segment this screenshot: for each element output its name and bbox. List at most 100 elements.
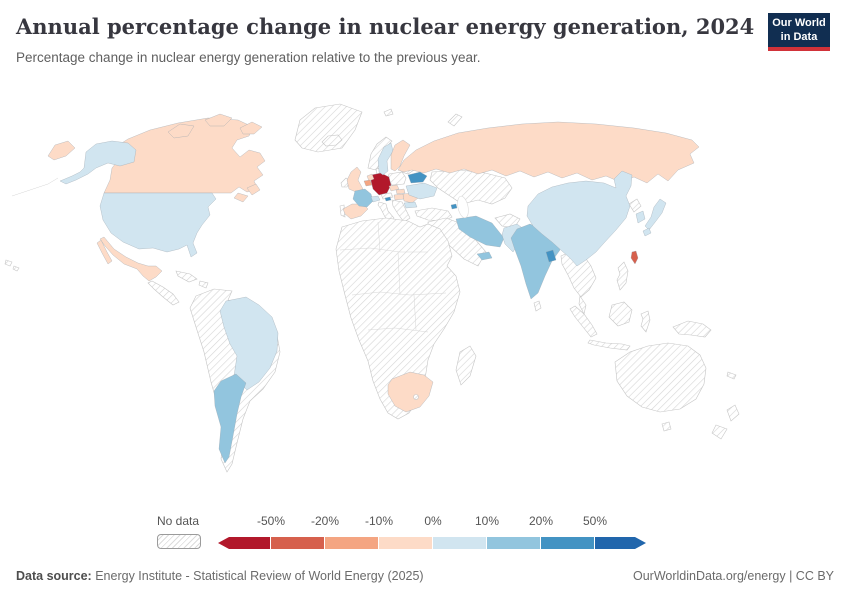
landmass-sumatra — [569, 305, 598, 338]
country-germany[interactable] — [370, 172, 392, 196]
country-russia-chukotka[interactable] — [47, 140, 76, 161]
legend-colorbar — [218, 537, 646, 549]
landmass-central-asia — [429, 169, 513, 205]
landmass-new-caledonia — [726, 371, 737, 380]
landmass-north-korea — [628, 198, 642, 213]
legend-color-segment[interactable] — [541, 537, 595, 549]
country-belarus[interactable] — [407, 171, 428, 184]
legend-color-segment[interactable] — [379, 537, 433, 549]
country-south-korea[interactable] — [635, 210, 646, 224]
chart-footer: Data source: Energy Institute - Statisti… — [16, 569, 834, 583]
legend-tick-label: -10% — [364, 514, 394, 528]
colored-countries — [47, 113, 700, 464]
landmass-iceland — [321, 134, 343, 147]
country-japan-south[interactable] — [642, 227, 652, 237]
country-czechia[interactable] — [388, 184, 400, 192]
country-south-africa[interactable] — [387, 371, 434, 413]
landmass-portugal — [339, 204, 346, 218]
landmass-nz-south — [711, 424, 728, 440]
country-switzerland[interactable] — [370, 195, 381, 203]
legend-tick-label: 20% — [528, 514, 554, 528]
logo-line1: Our World — [772, 16, 826, 29]
country-france[interactable] — [352, 188, 374, 208]
legend-no-data-label: No data — [156, 514, 200, 528]
landmass-java — [587, 339, 631, 351]
page-subtitle: Percentage change in nuclear energy gene… — [16, 50, 481, 65]
footer-link[interactable]: OurWorldinData.org/energy | CC BY — [632, 569, 834, 583]
country-argentina[interactable] — [213, 373, 247, 464]
legend-tick-label: -50% — [256, 514, 286, 528]
country-mexico[interactable] — [99, 236, 163, 282]
country-belgium[interactable] — [363, 179, 373, 187]
legend-color-segment[interactable] — [433, 537, 487, 549]
logo-line2: in Data — [780, 31, 818, 43]
country-mexico-baja[interactable] — [96, 239, 113, 265]
country-taiwan[interactable] — [630, 250, 639, 265]
caspian-sea — [457, 195, 469, 219]
country-netherlands[interactable] — [366, 173, 375, 182]
country-armenia[interactable] — [450, 203, 458, 210]
country-canada-arctic-2[interactable] — [204, 113, 233, 127]
landmass-hispaniola — [198, 280, 209, 289]
country-russia[interactable] — [397, 121, 700, 184]
no-data-landmasses — [4, 103, 740, 473]
landmass-novaya-zemlya — [447, 113, 463, 127]
page-title: Annual percentage change in nuclear ener… — [16, 14, 755, 39]
country-bulgaria[interactable] — [403, 201, 418, 209]
country-slovakia[interactable] — [395, 188, 406, 195]
country-uk[interactable] — [346, 166, 364, 193]
country-uae[interactable] — [476, 251, 493, 261]
legend-tick-label: 0% — [424, 514, 442, 528]
landmass-africa — [335, 217, 461, 420]
landmass-central-america — [147, 280, 180, 306]
landmass-australia — [614, 342, 707, 413]
country-finland[interactable] — [390, 139, 411, 172]
landmass-sulawesi — [640, 310, 651, 333]
landmass-nz-north — [726, 404, 740, 422]
country-iran[interactable] — [455, 215, 505, 248]
data-source-text: Energy Institute - Statistical Review of… — [91, 569, 424, 583]
landmass-balkans — [391, 199, 411, 223]
landmass-sri-lanka — [533, 300, 542, 312]
legend-tick-label: -20% — [310, 514, 340, 528]
country-japan[interactable] — [644, 198, 667, 231]
country-lesotho — [413, 394, 419, 400]
country-brazil[interactable] — [219, 296, 279, 391]
legend-color-segment[interactable] — [595, 537, 646, 549]
country-canada-maritimes[interactable] — [233, 192, 249, 203]
legend-color-segment[interactable] — [325, 537, 379, 549]
data-source-line: Data source: Energy Institute - Statisti… — [16, 569, 424, 583]
country-canada-newfoundland[interactable] — [246, 183, 261, 196]
country-ukraine[interactable] — [405, 182, 438, 200]
landmass-madagascar — [455, 345, 477, 386]
legend-tick-label: 50% — [582, 514, 608, 528]
country-canada-arctic-3[interactable] — [239, 121, 263, 135]
country-usa[interactable] — [99, 192, 217, 258]
country-bangladesh[interactable] — [545, 249, 557, 263]
landmass-cuba — [175, 270, 198, 283]
landmass-norway — [367, 136, 393, 171]
country-usa-alaska[interactable] — [59, 140, 137, 185]
owid-logo[interactable]: Our World in Data — [768, 13, 830, 51]
legend-tick-label: 10% — [474, 514, 500, 528]
legend-no-data-swatch[interactable] — [157, 534, 201, 549]
landmass-tasmania — [661, 421, 672, 432]
legend-color-segment[interactable] — [487, 537, 541, 549]
landmass-afghanistan — [494, 213, 521, 229]
landmass-svalbard — [383, 108, 394, 117]
landmass-hawaii-1 — [4, 259, 13, 267]
country-china[interactable] — [526, 170, 633, 267]
landmass-hawaii-2 — [12, 265, 20, 272]
landmass-new-guinea — [672, 320, 712, 338]
country-hungary[interactable] — [393, 193, 405, 201]
legend-color-segment[interactable] — [218, 537, 271, 549]
map-legend: No data -50% -20% -10% 0% 10% 20% 50% — [0, 510, 850, 558]
map-decorations — [11, 177, 469, 400]
country-slovenia[interactable] — [384, 196, 392, 202]
landmass-borneo — [608, 301, 633, 327]
country-spain[interactable] — [342, 203, 369, 220]
country-canada-arctic-1[interactable] — [167, 123, 195, 139]
data-source-label: Data source: — [16, 569, 92, 583]
legend-color-segment[interactable] — [271, 537, 325, 549]
